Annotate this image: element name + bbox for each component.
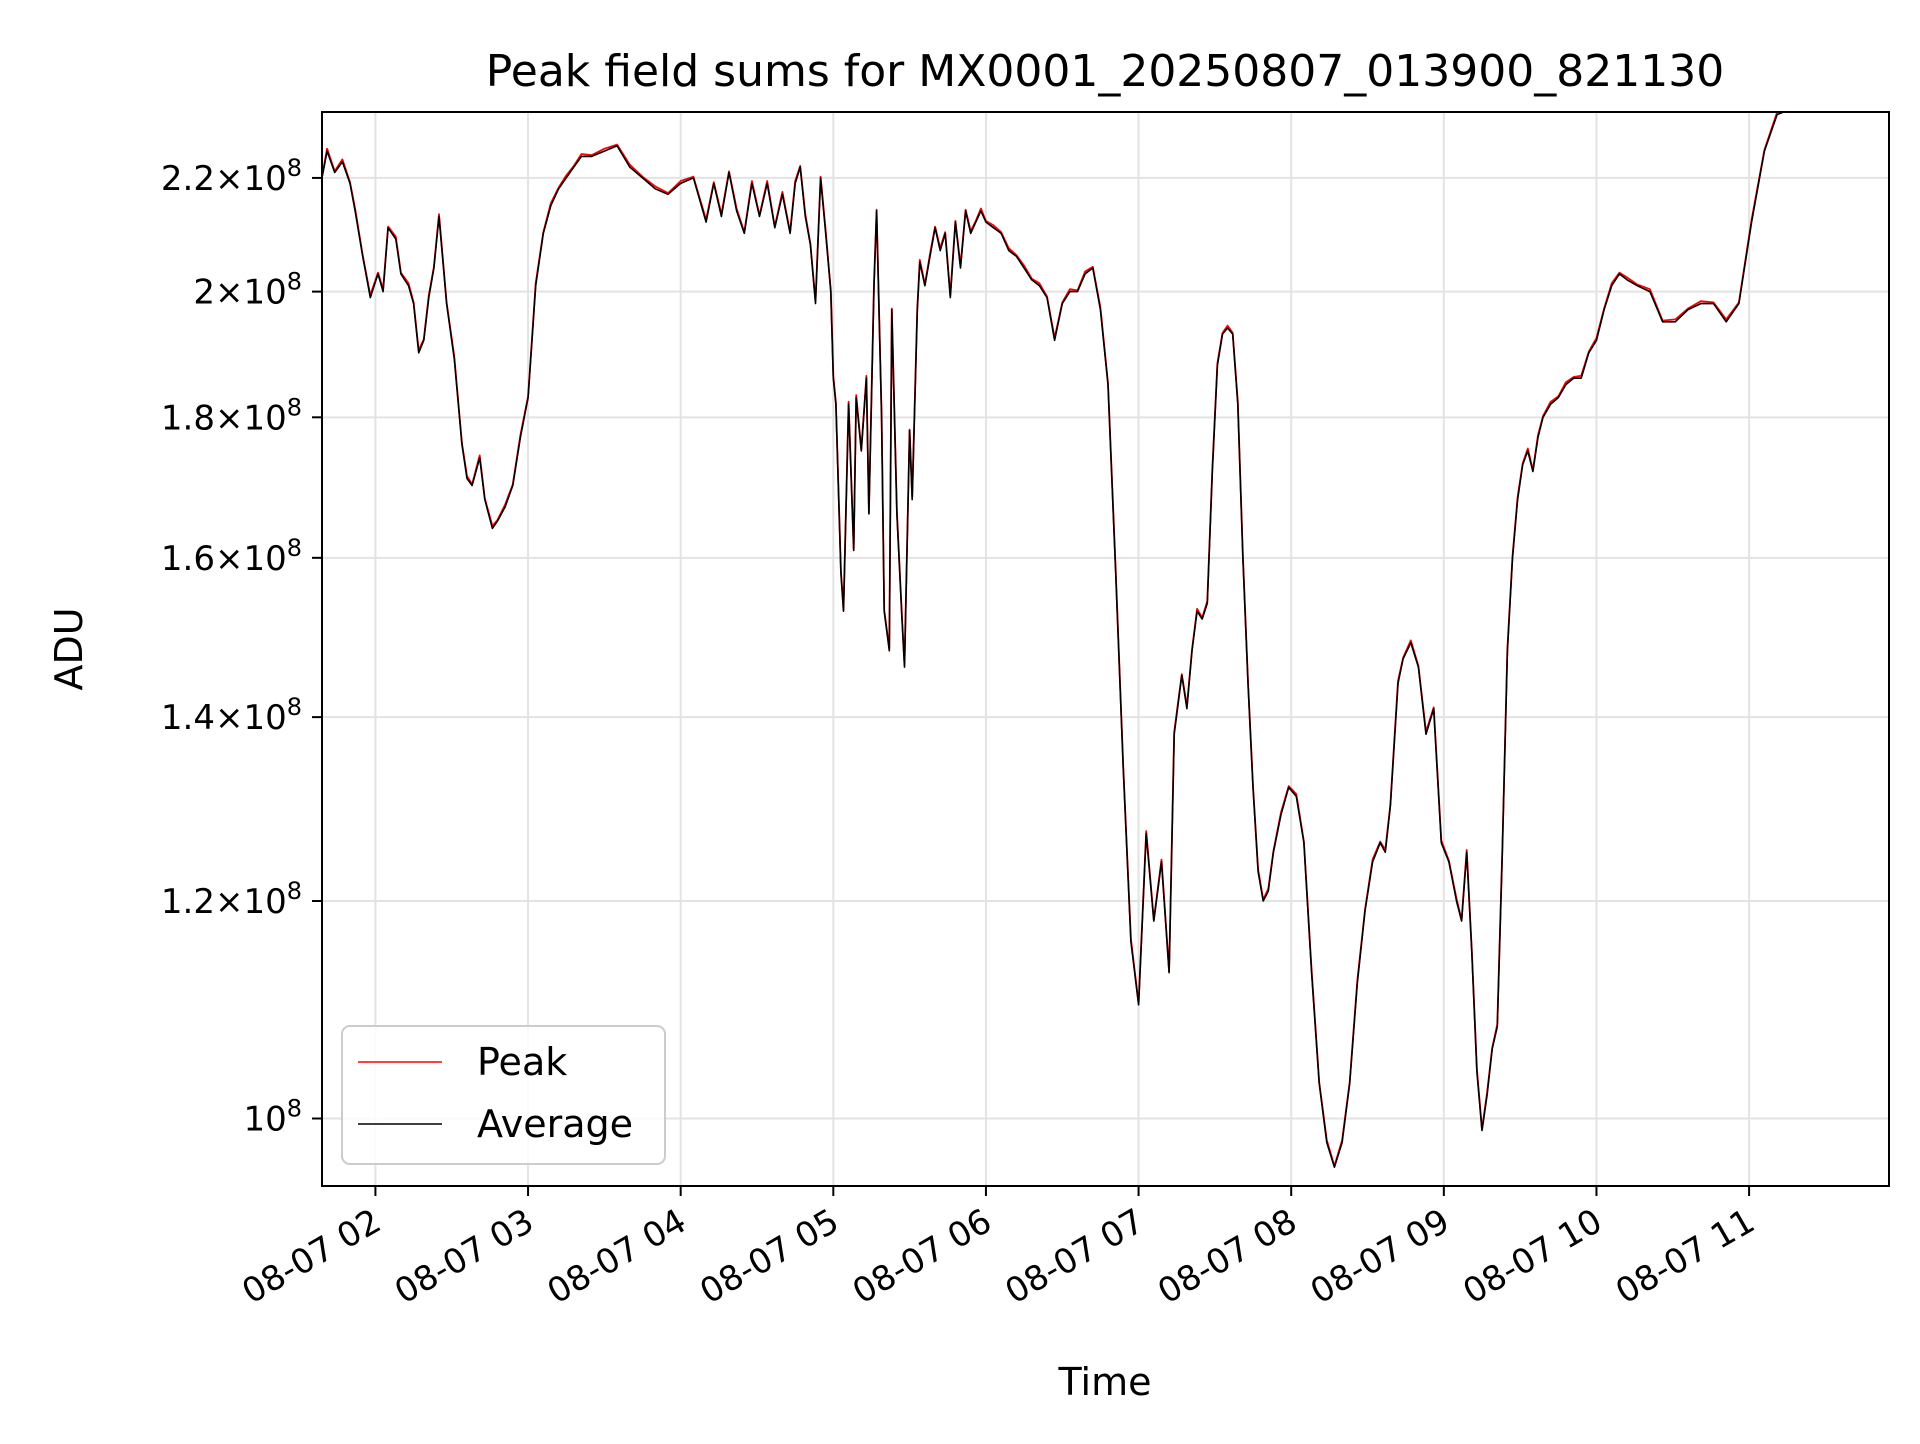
- legend: Peak Average: [341, 1025, 666, 1165]
- y-tick-label: 1.2×108: [161, 877, 302, 922]
- y-tick-label: 1.8×108: [161, 393, 302, 438]
- grid: [322, 112, 1889, 1186]
- legend-box: [341, 1025, 666, 1165]
- series-lines: [322, 112, 1786, 1168]
- legend-peak-label: Peak: [477, 1040, 567, 1084]
- y-tick-label: 2×108: [193, 268, 302, 313]
- y-tick-label: 2.2×108: [161, 154, 302, 199]
- y-tick-label: 1.4×108: [161, 693, 302, 738]
- plot-area-frame: [321, 111, 1890, 1187]
- chart-title: Peak field sums for MX0001_20250807_0139…: [486, 46, 1724, 97]
- legend-average-label: Average: [477, 1102, 633, 1146]
- y-axis-label: ADU: [47, 607, 91, 690]
- y-axis-ticks: 108 1.2×108 1.4×108 1.6×108 1.8×108 2×108 2.2×…: [161, 154, 322, 1140]
- y-tick-label: 1.6×108: [161, 534, 302, 579]
- y-tick-label: 108: [243, 1095, 302, 1140]
- average-series-line: [322, 112, 1786, 1168]
- x-axis-label: Time: [1058, 1360, 1152, 1404]
